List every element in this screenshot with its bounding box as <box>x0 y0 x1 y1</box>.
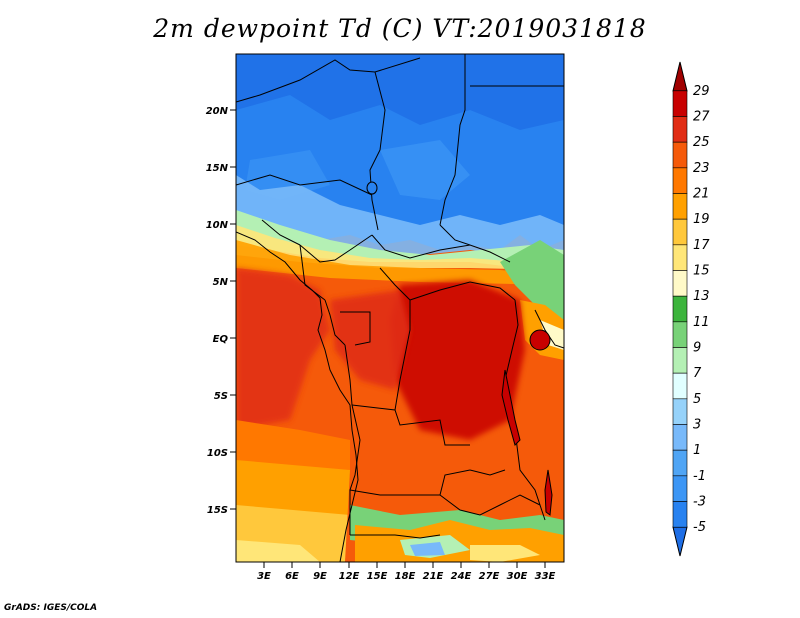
colorbar-swatch <box>672 398 688 425</box>
colorbar-swatch <box>672 321 688 348</box>
colorbar-min-triangle <box>672 526 688 557</box>
colorbar-label: 23 <box>693 161 710 176</box>
country-borders <box>236 54 564 539</box>
map-field <box>236 54 564 562</box>
colorbar-label: -5 <box>693 520 706 535</box>
lat-tick: 15S <box>207 505 236 516</box>
svg-text:24E: 24E <box>451 571 472 582</box>
map-frame <box>235 53 565 563</box>
colorbar-swatch <box>672 347 688 374</box>
colorbar: 29 27 25 23 21 19 17 15 13 11 9 7 5 3 1 -1 -3 -5 <box>672 61 710 557</box>
grads-credit: GrADS: IGES/COLA <box>4 603 98 613</box>
colorbar-swatch <box>672 424 688 451</box>
svg-text:33E: 33E <box>535 571 556 582</box>
lon-tick: 33E <box>535 562 556 582</box>
svg-text:10S: 10S <box>207 448 228 459</box>
lon-tick: 9E <box>313 562 327 582</box>
svg-text:9E: 9E <box>313 571 327 582</box>
colorbar-swatch <box>672 449 688 477</box>
lat-tick: 10S <box>207 448 236 459</box>
svg-text:12E: 12E <box>339 571 360 582</box>
svg-text:15N: 15N <box>206 163 229 174</box>
colorbar-label: 29 <box>693 84 710 99</box>
colorbar-label: 7 <box>693 366 702 381</box>
lon-tick: 24E <box>451 562 472 582</box>
svg-text:5N: 5N <box>213 277 229 288</box>
colorbar-label: 11 <box>693 315 710 330</box>
lat-tick: 10N <box>206 220 236 231</box>
colorbar-swatch <box>672 475 688 502</box>
colorbar-label: 21 <box>693 187 710 202</box>
colorbar-label: 15 <box>693 264 710 279</box>
colorbar-swatch <box>672 218 688 246</box>
lon-tick: 6E <box>285 562 299 582</box>
lon-tick: 21E <box>423 562 444 582</box>
svg-text:21E: 21E <box>423 571 444 582</box>
lon-tick: 18E <box>395 562 416 582</box>
colorbar-label: -1 <box>693 469 706 484</box>
colorbar-label: -3 <box>693 495 706 510</box>
lon-tick: 15E <box>367 562 388 582</box>
lake-chad <box>366 181 378 195</box>
lat-axis: 20N 15N 10N 5N EQ 5S 10S 15S <box>206 106 236 516</box>
lake-malawi <box>544 469 553 516</box>
svg-text:EQ: EQ <box>213 334 229 345</box>
colorbar-swatch <box>672 270 688 297</box>
svg-text:27E: 27E <box>479 571 500 582</box>
colorbar-label: 27 <box>693 110 710 125</box>
chart-title: 2m dewpoint Td (C) VT:2019031818 <box>153 14 647 43</box>
colorbar-swatch <box>672 116 688 143</box>
colorbar-swatch <box>672 501 688 528</box>
colorbar-swatch <box>672 167 688 194</box>
svg-text:15S: 15S <box>207 505 228 516</box>
lon-tick: 27E <box>479 562 500 582</box>
colorbar-label: 1 <box>693 443 701 458</box>
svg-text:5S: 5S <box>214 391 228 402</box>
lake-victoria <box>529 329 551 351</box>
lakes <box>366 181 553 516</box>
colorbar-label: 13 <box>693 289 710 304</box>
colorbar-swatch <box>672 295 688 323</box>
lon-tick: 30E <box>507 562 528 582</box>
svg-text:15E: 15E <box>367 571 388 582</box>
lat-tick: EQ <box>213 334 236 345</box>
colorbar-swatch <box>672 90 688 117</box>
colorbar-label: 17 <box>693 238 710 253</box>
colorbar-label: 25 <box>693 135 710 150</box>
lat-tick: 20N <box>206 106 236 117</box>
colorbar-swatch <box>672 244 688 271</box>
colorbar-label: 5 <box>693 392 701 407</box>
svg-text:30E: 30E <box>507 571 528 582</box>
svg-text:20N: 20N <box>206 106 229 117</box>
lake-tanganyika <box>501 369 521 446</box>
svg-text:3E: 3E <box>257 571 271 582</box>
svg-text:6E: 6E <box>285 571 299 582</box>
colorbar-swatch <box>672 141 688 169</box>
colorbar-label: 9 <box>693 341 701 356</box>
lon-tick: 12E <box>339 562 360 582</box>
lon-axis: 3E 6E 9E 12E 15E 18E 21E 24E 27E 30E 33E <box>257 562 556 582</box>
lat-tick: 5S <box>214 391 236 402</box>
colorbar-swatch <box>672 193 688 220</box>
svg-text:18E: 18E <box>395 571 416 582</box>
lon-tick: 3E <box>257 562 271 582</box>
svg-text:10N: 10N <box>206 220 229 231</box>
colorbar-max-triangle <box>672 61 688 92</box>
colorbar-label: 19 <box>693 212 710 227</box>
colorbar-label: 3 <box>693 418 701 433</box>
coastline <box>236 231 359 562</box>
lat-tick: 5N <box>213 277 236 288</box>
colorbar-swatch <box>672 372 688 400</box>
lat-tick: 15N <box>206 163 236 174</box>
